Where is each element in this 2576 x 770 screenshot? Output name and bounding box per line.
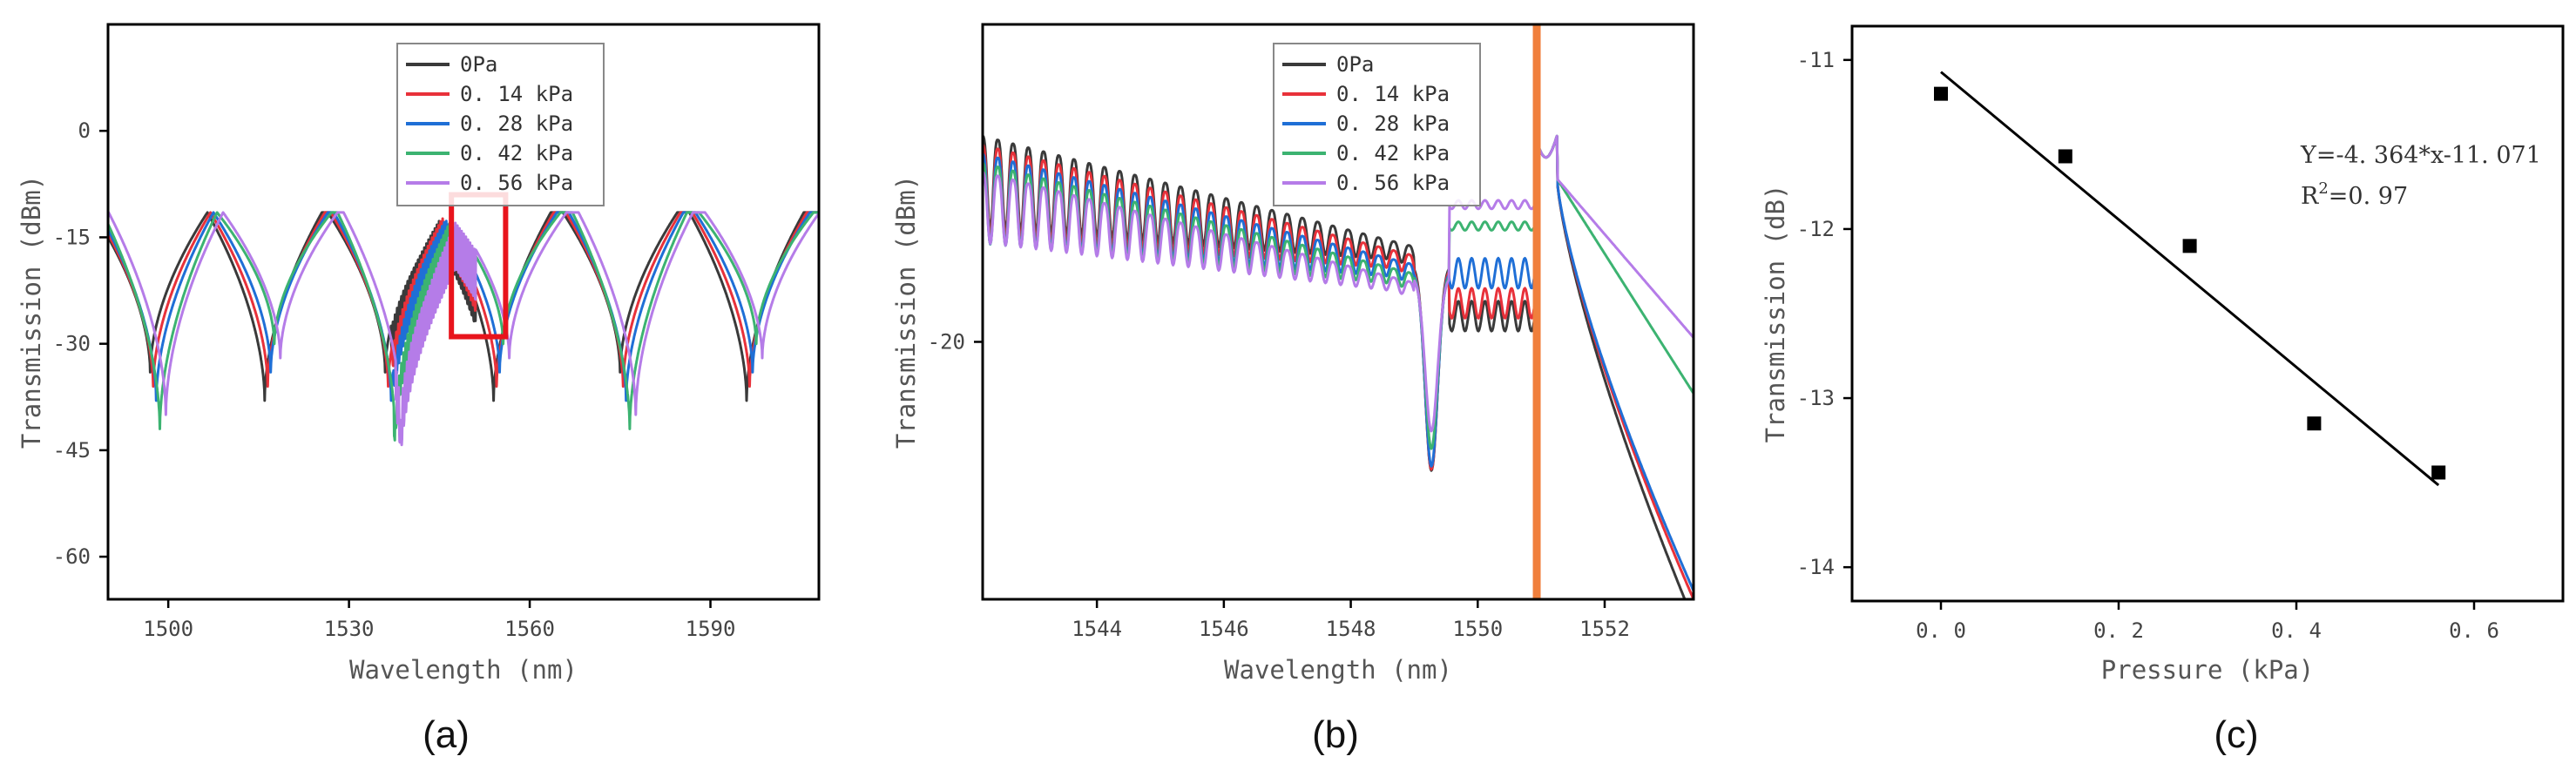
data-point [1934,86,1948,101]
data-point [2182,239,2197,253]
panel-b-x-axis-title: Wavelength (nm) [1224,655,1452,685]
panel-c-plot-frame [1850,24,2565,603]
panel-a-y-axis-title: Transmission (dBm) [17,175,46,449]
panel-b-chart: 1544 1546 1548 1550 1552-20 Wavelength (nm) … [891,23,1695,756]
panel-a-chart: 1500 1530 1560 1590 0 -15 -30 -45 -60 Wavelength… [17,23,821,756]
panel-b-legend-label: 0Pa [1336,52,1374,77]
r-squared-value: =0. 97 [2329,183,2408,210]
panel-a-x-tick-label: 1560 [504,617,555,641]
panel-a-plot-frame [106,23,821,601]
panel-c-x-tick-label: 0. 0 [1916,618,1966,643]
panel-b-x-tick-label: 1546 [1199,617,1249,641]
panel-b-legend-label: 0. 28 kPa [1336,111,1450,136]
data-point [2307,416,2322,431]
panel-b-series-line [983,134,1687,599]
panel-b-legend-label: 0. 56 kPa [1336,171,1450,195]
panel-a-legend-label: 0. 56 kPa [460,171,573,195]
panel-b-legend: 0Pa 0. 14 kPa 0. 28 kPa 0. 42 kPa 0. 56 kPa [1273,43,1481,206]
panel-a-y-tick-label: -30 [53,332,91,356]
r-squared-symbol: R [2301,183,2319,210]
panel-a-x-tick-label: 1530 [324,617,375,641]
panel-b-series-line [983,134,1694,433]
panel-c-label: (c) [2214,713,2258,756]
panel-a-x-axis-title: Wavelength (nm) [349,655,578,685]
panel-a-legend-label: 0. 28 kPa [460,111,573,136]
panel-c-y-tick-label: -14 [1797,555,1835,579]
panel-a-legend-label: 0. 42 kPa [460,141,573,165]
panel-c-y-tick-label: -13 [1797,386,1835,410]
panel-a-y-tick-label: -15 [53,225,91,249]
panel-c-x-tick-label: 0. 2 [2093,618,2144,643]
panel-c-y-tick-label: -11 [1797,48,1835,72]
panel-a-y-tick-label: -45 [53,438,91,463]
panel-a-label: (a) [423,713,470,756]
panel-b-legend-label: 0. 14 kPa [1336,82,1450,106]
panel-c-x-tick-label: 0. 4 [2271,618,2322,643]
panel-a-series-line [108,211,819,447]
panel-c-y-axis-title: Transmission (dB) [1761,185,1790,443]
panel-c-x-axis-title: Pressure (kPa) [2101,655,2314,685]
panel-b-plot-frame [981,23,1695,601]
panel-b-x-tick-label: 1544 [1072,617,1122,641]
data-point [2431,465,2446,480]
panel-b-x-tick-label: 1550 [1452,617,1503,641]
r-squared-label: R2=0. 97 [2301,179,2408,210]
panel-b-x-tick-label: 1552 [1579,617,1630,641]
panel-a-legend-label: 0Pa [460,52,497,77]
panel-b-y-axis-title: Transmission (dBm) [891,175,921,449]
r-squared-exponent: 2 [2318,179,2328,198]
panel-b-legend-label: 0. 42 kPa [1336,141,1450,165]
data-point [2058,149,2072,164]
panel-b-label: (b) [1312,713,1359,756]
panel-b-x-tick-label: 1548 [1326,617,1376,641]
panel-a-legend-label: 0. 14 kPa [460,82,573,106]
panel-a-y-tick-label: 0 [78,118,91,143]
fit-equation-label: Y=-4. 364*x-11. 071 [2300,142,2541,169]
panel-a-y-tick-label: -60 [53,544,91,569]
panel-c-y-tick-label: -12 [1797,217,1835,241]
panel-a-legend: 0Pa 0. 14 kPa 0. 28 kPa 0. 42 kPa 0. 56 kPa [396,43,605,206]
panel-c-chart: 0. 0 0. 2 0. 4 0. 6 -11 -12 -13 -14 Y=-4. 364*x… [1761,24,2565,756]
panel-b-y-tick-label: -20 [928,329,965,354]
panel-a-x-tick-label: 1590 [686,617,736,641]
panel-a-x-tick-label: 1500 [143,617,193,641]
panel-a-series-line [108,211,819,402]
linear-fit-line [1940,71,2440,487]
panel-c-x-tick-label: 0. 6 [2449,618,2499,643]
